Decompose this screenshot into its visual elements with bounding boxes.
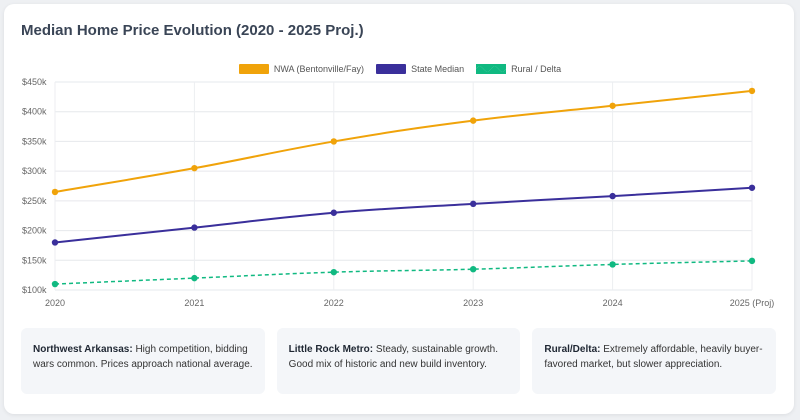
y-tick-label: $400k	[22, 107, 47, 117]
series-line-2	[54, 260, 753, 285]
y-tick-label: $200k	[22, 226, 47, 236]
data-point[interactable]	[51, 280, 59, 288]
legend-item-state[interactable]: State Median	[376, 64, 464, 74]
data-point[interactable]	[191, 224, 198, 231]
data-point[interactable]	[748, 257, 756, 265]
note-rural: Rural/Delta: Extremely affordable, heavi…	[532, 328, 777, 394]
legend: NWA (Bentonville/Fay) State Median Rural…	[0, 64, 800, 74]
x-tick-label: 2020	[45, 298, 65, 308]
series-line-1	[54, 186, 753, 244]
data-point[interactable]	[470, 266, 477, 273]
data-point[interactable]	[191, 164, 198, 172]
y-tick-label: $150k	[22, 255, 47, 265]
y-tick-label: $450k	[22, 77, 47, 87]
y-tick-label: $250k	[22, 196, 47, 206]
note-nwa-heading: Northwest Arkansas:	[33, 344, 133, 355]
x-tick-label: 2021	[184, 298, 204, 308]
data-point[interactable]	[51, 239, 59, 246]
data-point[interactable]	[609, 102, 616, 109]
data-point[interactable]	[748, 87, 756, 95]
chart-title: Median Home Price Evolution (2020 - 2025…	[21, 22, 364, 39]
notes-row: Northwest Arkansas: High competition, bi…	[21, 328, 777, 394]
x-tick-label: 2022	[324, 298, 344, 308]
legend-label-nwa: NWA (Bentonville/Fay)	[273, 64, 365, 74]
data-point[interactable]	[470, 117, 477, 124]
data-point[interactable]	[51, 188, 59, 196]
y-tick-label: $350k	[22, 136, 47, 146]
data-point[interactable]	[748, 184, 756, 191]
note-nwa-text: High competition, bidding wars common. P…	[33, 344, 253, 370]
legend-label-rural: Rural / Delta	[511, 64, 562, 74]
note-little-rock-text: Steady, sustainable growth. Good mix of …	[288, 344, 499, 370]
legend-swatch-nwa	[238, 64, 269, 74]
note-little-rock: Little Rock Metro: Steady, sustainable g…	[276, 328, 521, 394]
x-tick-label: 2025 (Proj)	[730, 298, 775, 308]
legend-item-rural[interactable]: Rural / Delta	[476, 64, 561, 74]
data-point[interactable]	[330, 268, 337, 276]
legend-swatch-rural	[476, 64, 507, 74]
legend-swatch-state	[376, 64, 407, 74]
note-rural-heading: Rural/Delta:	[544, 344, 601, 355]
data-point[interactable]	[191, 274, 198, 282]
data-point[interactable]	[609, 192, 616, 200]
series-line-0	[54, 89, 753, 193]
y-tick-label: $100k	[22, 285, 47, 295]
data-point[interactable]	[330, 209, 337, 216]
legend-label-state: State Median	[411, 64, 465, 74]
note-rural-text: Extremely affordable, heavily buyer-favo…	[544, 344, 763, 370]
y-tick-label: $300k	[22, 166, 47, 176]
x-tick-label: 2023	[463, 298, 483, 308]
note-nwa: Northwest Arkansas: High competition, bi…	[21, 328, 265, 394]
legend-item-nwa[interactable]: NWA (Bentonville/Fay)	[238, 64, 365, 74]
note-little-rock-heading: Little Rock Metro:	[288, 344, 374, 355]
x-tick-label: 2024	[603, 298, 623, 308]
data-point[interactable]	[609, 261, 616, 268]
data-point[interactable]	[470, 200, 477, 208]
data-point[interactable]	[330, 138, 337, 145]
